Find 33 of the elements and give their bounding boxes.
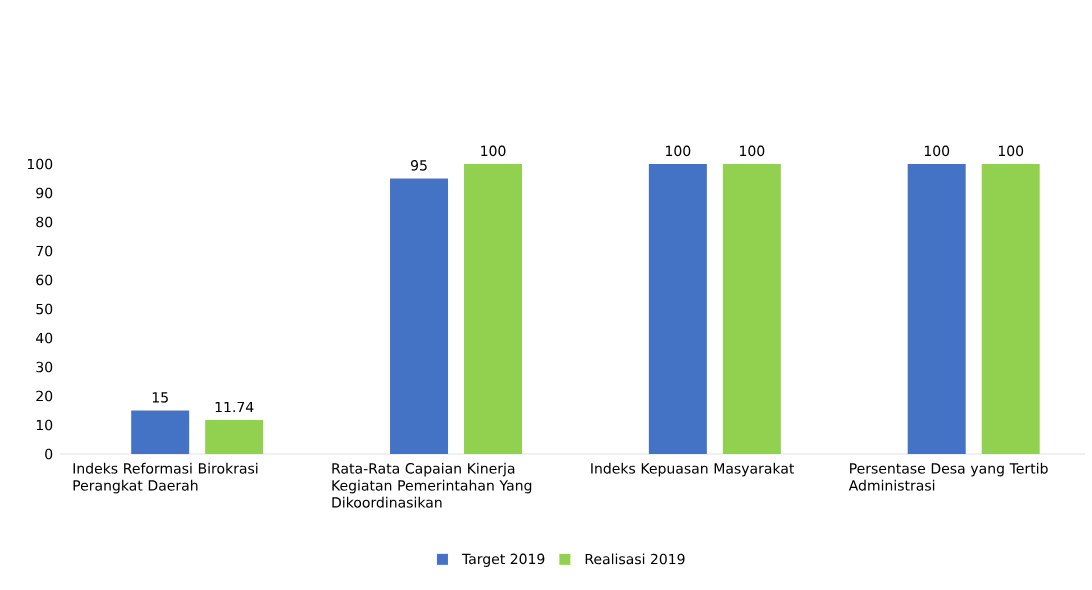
y-tick-label: 50 [36,303,53,315]
y-tick-label: 60 [36,274,53,286]
legend-label: Target 2019 [461,553,545,567]
x-tick-label: Indeks Reformasi Birokrasi Perangkat Daerah [73,462,258,494]
bar [981,164,1040,454]
data-label: 95 [410,160,427,171]
y-tick-label: 40 [36,332,53,344]
bar [722,164,781,454]
bar [648,164,707,454]
x-tick-label: Indeks Kepuasan Masyarakat [591,462,795,477]
data-label: 100 [998,145,1024,157]
data-label: 100 [924,145,950,157]
bar [907,164,966,454]
x-tick-label: Persentase Desa yang Tertib Administrasi [848,462,1048,491]
y-tick-label: 90 [36,187,53,199]
y-tick-label: 80 [36,216,53,228]
y-tick-label: 30 [36,361,53,373]
x-tick-label: Rata-Rata Capaian Kinerja Kegiatan Pemerintahan Yang Dikoordinasikan [332,462,532,508]
data-label: 15 [152,392,168,403]
y-tick-label: 10 [36,419,53,431]
data-label: 100 [740,145,765,157]
bar [205,419,264,454]
data-label: 100 [481,145,506,157]
data-label: 100 [666,145,691,157]
y-tick-label: 100 [27,158,53,170]
y-tick-label: 0 [45,448,53,460]
data-label: 11.74 [215,401,254,413]
bar [131,410,190,454]
y-tick-label: 20 [36,390,53,402]
bar [464,164,523,454]
legend-label: Realisasi 2019 [585,553,685,565]
y-tick-label: 70 [36,245,53,257]
bar [390,178,449,454]
